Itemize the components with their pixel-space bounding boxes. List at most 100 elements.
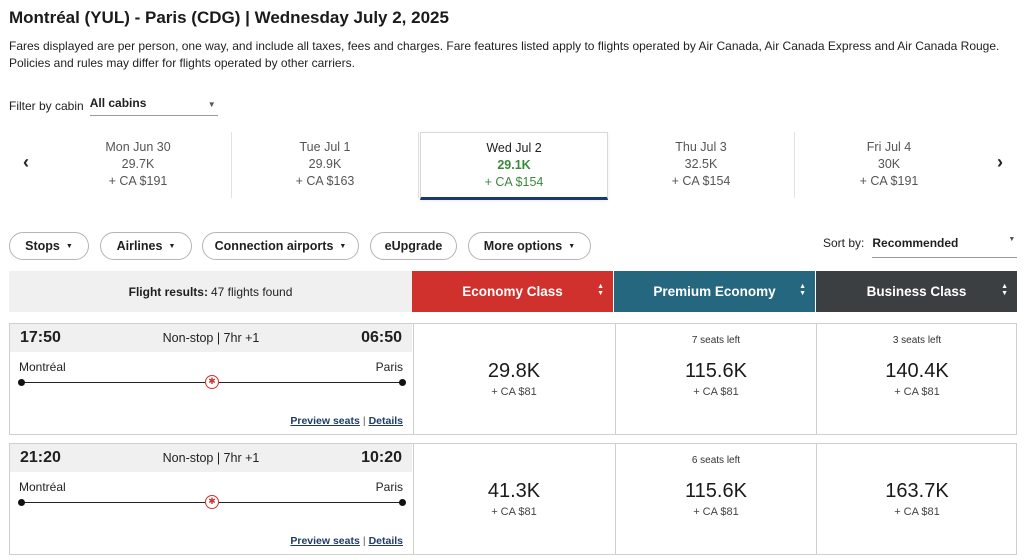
eupgrade-filter-label: eUpgrade [384, 239, 443, 253]
airlines-filter-label: Airlines [116, 239, 163, 253]
connection-airports-filter-button[interactable]: Connection airports ▼ [202, 232, 359, 260]
origin-city: Montréal [19, 480, 66, 494]
seats-left: 7 seats left [691, 335, 741, 346]
date-label: Wed Jul 2 [486, 141, 542, 155]
flight-times-bar: 17:50 Non-stop | 7hr +1 06:50 [10, 324, 412, 352]
destination-dot [399, 379, 406, 386]
fare-cash: + CA $81 [894, 506, 940, 518]
destination-dot [399, 499, 406, 506]
sort-label: Sort by: [823, 236, 865, 250]
flight-result-row: 21:20 Non-stop | 7hr +1 10:20 Montréal P… [9, 443, 1017, 555]
date-label: Mon Jun 30 [105, 140, 171, 154]
preview-seats-link[interactable]: Preview seats [290, 535, 360, 547]
chevron-right-icon[interactable]: › [997, 152, 1003, 172]
cabin-filter-select[interactable]: All cabins ▼ [89, 96, 218, 116]
sort-icon: ▲ ▼ [799, 283, 806, 297]
date-option-jul-2-selected[interactable]: Wed Jul 2 29.1K + CA $154 [420, 132, 608, 200]
cabin-header-label: Business Class [866, 284, 967, 299]
date-label: Fri Jul 4 [866, 140, 912, 154]
cabin-filter-label: Filter by cabin [9, 99, 84, 113]
date-option-jul-4[interactable]: Fri Jul 4 30K + CA $191 [795, 132, 983, 198]
flight-links: Preview seats | Details [290, 535, 403, 547]
fare-cash: + CA $81 [693, 386, 739, 398]
eupgrade-filter-button[interactable]: eUpgrade [370, 232, 457, 260]
date-cash: + CA $191 [859, 174, 919, 188]
more-options-label: More options [483, 239, 563, 253]
connection-airports-filter-label: Connection airports [214, 239, 334, 253]
date-option-jun-30[interactable]: Mon Jun 30 29.7K + CA $191 [45, 132, 232, 198]
fare-economy[interactable]: 29.8K + CA $81 [413, 324, 614, 434]
fare-cash: + CA $81 [491, 386, 537, 398]
fare-business[interactable]: 3 seats left 140.4K + CA $81 [816, 324, 1017, 434]
more-options-button[interactable]: More options ▼ [468, 232, 591, 260]
cabin-filter-value: All cabins [89, 96, 147, 110]
date-points: 30K [877, 157, 901, 171]
fare-economy[interactable]: 41.3K + CA $81 [413, 444, 614, 554]
chevron-down-icon: ▼ [568, 242, 576, 250]
flight-itinerary: 21:20 Non-stop | 7hr +1 10:20 Montréal P… [10, 444, 413, 554]
maple-leaf-icon: ✱ [205, 375, 219, 389]
date-cash: + CA $163 [295, 174, 355, 188]
date-label: Tue Jul 1 [299, 140, 351, 154]
fare-disclaimer: Fares displayed are per person, one way,… [9, 39, 1000, 70]
results-header: Flight results: 47 flights found Economy… [9, 271, 1017, 312]
fare-points: 41.3K [487, 480, 541, 502]
cabin-filter: Filter by cabin All cabins ▼ [9, 96, 218, 116]
fare-cash: + CA $81 [491, 506, 537, 518]
origin-dot [18, 499, 25, 506]
cabin-header-label: Premium Economy [653, 284, 776, 299]
destination-city: Paris [375, 360, 403, 374]
details-link[interactable]: Details [368, 535, 403, 547]
origin-city: Montréal [19, 360, 66, 374]
cabin-header-premium-economy[interactable]: Premium Economy ▲ ▼ [614, 271, 815, 312]
results-count-text: 47 flights found [210, 284, 293, 299]
stops-filter-button[interactable]: Stops ▼ [9, 232, 89, 260]
flight-result-row: 17:50 Non-stop | 7hr +1 06:50 Montréal P… [9, 323, 1017, 435]
fare-points: 140.4K [885, 360, 949, 382]
flight-duration: Non-stop | 7hr +1 [162, 451, 260, 465]
flight-times-bar: 21:20 Non-stop | 7hr +1 10:20 [10, 444, 412, 472]
sort-icon: ▲ ▼ [1001, 283, 1008, 297]
chevron-down-icon: ▼ [1008, 236, 1016, 243]
seats-left: 3 seats left [892, 335, 942, 346]
flight-links: Preview seats | Details [290, 415, 403, 427]
fare-premium-economy[interactable]: 7 seats left 115.6K + CA $81 [615, 324, 816, 434]
seats-left: 6 seats left [691, 455, 741, 466]
fare-points: 163.7K [885, 480, 949, 502]
origin-dot [18, 379, 25, 386]
chevron-down-icon: ▼ [339, 242, 347, 250]
date-points: 29.9K [308, 157, 342, 171]
arrival-time: 10:20 [361, 449, 402, 466]
fare-points: 29.8K [487, 360, 541, 382]
date-option-jul-3[interactable]: Thu Jul 3 32.5K + CA $154 [608, 132, 795, 198]
date-option-jul-1[interactable]: Tue Jul 1 29.9K + CA $163 [232, 132, 419, 198]
fare-cash: + CA $81 [693, 506, 739, 518]
chevron-down-icon: ▼ [65, 242, 73, 250]
fare-points: 115.6K [685, 480, 747, 502]
departure-time: 21:20 [20, 449, 61, 466]
sort-control: Sort by: Recommended ▼ [823, 236, 1018, 258]
details-link[interactable]: Details [368, 415, 403, 427]
chevron-down-icon: ▼ [207, 100, 216, 109]
fare-premium-economy[interactable]: 6 seats left 115.6K + CA $81 [615, 444, 816, 554]
date-points: 29.7K [121, 157, 155, 171]
destination-city: Paris [375, 480, 403, 494]
sort-select[interactable]: Recommended ▼ [872, 236, 1018, 258]
cabin-header-economy[interactable]: Economy Class ▲ ▼ [412, 271, 613, 312]
maple-leaf-icon: ✱ [205, 495, 219, 509]
cabin-header-business[interactable]: Business Class ▲ ▼ [816, 271, 1017, 312]
airlines-filter-button[interactable]: Airlines ▼ [100, 232, 192, 260]
departure-time: 17:50 [20, 329, 61, 346]
date-cash: + CA $154 [484, 175, 544, 189]
date-points: 29.1K [497, 158, 531, 172]
fare-business[interactable]: 163.7K + CA $81 [816, 444, 1017, 554]
chevron-down-icon: ▼ [168, 242, 176, 250]
date-cash: + CA $191 [108, 174, 168, 188]
date-points: 32.5K [684, 157, 718, 171]
preview-seats-link[interactable]: Preview seats [290, 415, 360, 427]
date-label: Thu Jul 3 [675, 140, 727, 154]
flight-duration: Non-stop | 7hr +1 [162, 331, 260, 345]
arrival-time: 06:50 [361, 329, 402, 346]
sort-value: Recommended [872, 236, 959, 250]
chevron-left-icon[interactable]: ‹ [23, 152, 29, 172]
